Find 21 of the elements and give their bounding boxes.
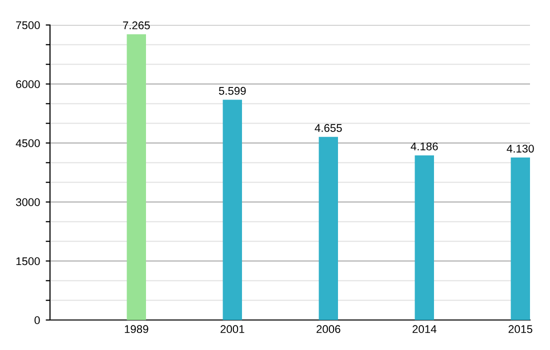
data-label: 5.599: [218, 86, 246, 95]
bar: [318, 136, 338, 320]
x-tick-label: 1989: [124, 325, 148, 334]
bar: [126, 34, 146, 320]
y-tick-label: 1500: [16, 257, 40, 266]
bar: [414, 155, 434, 320]
data-label: 4.130: [506, 144, 534, 153]
x-tick-label: 2001: [220, 325, 244, 334]
data-label: 4.186: [410, 142, 438, 150]
y-tick-label: 6000: [16, 80, 40, 88]
bar: [510, 158, 530, 320]
x-tick-label: 2006: [316, 325, 340, 334]
y-tick-label: 0: [34, 316, 40, 324]
y-tick-label: 4500: [16, 139, 40, 148]
bar: [222, 100, 242, 320]
data-label: 7.265: [123, 21, 150, 30]
data-label: 4.655: [314, 124, 342, 132]
x-tick-label: 2014: [412, 325, 436, 334]
x-tick-label: 2015: [508, 325, 532, 334]
y-tick-label: 7500: [16, 21, 40, 30]
y-tick-label: 3000: [16, 198, 40, 206]
